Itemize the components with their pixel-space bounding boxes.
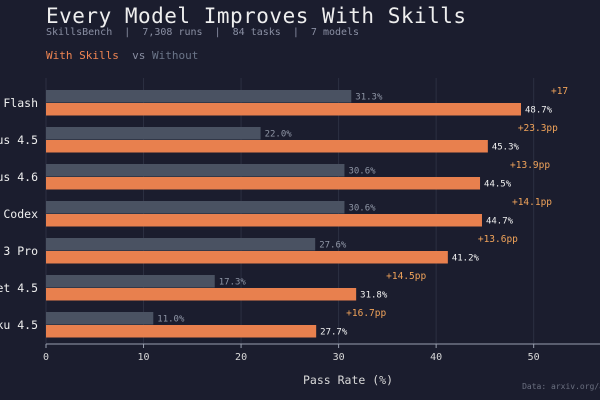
delta-label: +14.5pp <box>386 271 426 282</box>
value-label-with: 31.8% <box>360 291 388 301</box>
category-label: et 4.5 <box>0 281 38 295</box>
x-tick-label: 30 <box>333 352 345 363</box>
bar-without <box>46 238 316 251</box>
x-tick-label: 50 <box>528 352 540 363</box>
legend-without: Without <box>151 49 199 62</box>
x-tick-label: 20 <box>235 352 247 363</box>
bar-without <box>46 201 345 214</box>
category-label: 3 Pro <box>3 244 38 258</box>
value-label-with: 44.7% <box>486 217 514 227</box>
category-label: ku 4.5 <box>0 318 38 332</box>
bar-without <box>46 275 215 288</box>
value-label-without: 11.0% <box>157 315 185 325</box>
x-axis-title: Pass Rate (%) <box>303 373 393 387</box>
value-label-without: 30.6% <box>348 167 376 177</box>
value-label-with: 41.2% <box>452 254 480 264</box>
category-label: Codex <box>3 207 38 221</box>
chart-subtitle: SkillsBench | 7,308 runs | 84 tasks | 7 … <box>46 27 360 38</box>
bar-without <box>46 164 345 177</box>
bar-with-skills <box>46 214 482 227</box>
bar-without <box>46 90 352 103</box>
bar-with-skills <box>46 325 317 338</box>
bar-with-skills <box>46 251 448 264</box>
x-tick-label: 0 <box>43 352 49 363</box>
delta-label: +16.7pp <box>346 308 386 319</box>
value-label-without: 22.0% <box>265 130 293 140</box>
bar-with-skills <box>46 140 488 153</box>
category-label: us 4.6 <box>0 170 38 184</box>
x-tick-label: 10 <box>138 352 150 363</box>
x-tick-label: 40 <box>430 352 442 363</box>
bar-with-skills <box>46 288 357 301</box>
bar-with-skills <box>46 177 481 190</box>
bar-without <box>46 127 261 140</box>
category-label: us 4.5 <box>0 133 38 147</box>
delta-label: +23.3pp <box>518 123 558 134</box>
chart-title: Every Model Improves With Skills <box>46 4 467 28</box>
delta-label: +13.6pp <box>478 234 518 245</box>
value-label-with: 48.7% <box>525 106 553 116</box>
delta-label: +17 <box>551 86 568 97</box>
bar-with-skills <box>46 103 521 116</box>
legend-vs: vs <box>132 49 146 62</box>
value-label-without: 27.6% <box>319 241 347 251</box>
value-label-with: 45.3% <box>492 143 520 153</box>
bar-without <box>46 312 154 325</box>
value-label-without: 31.3% <box>355 93 383 103</box>
value-label-without: 30.6% <box>348 204 376 214</box>
value-label-with: 44.5% <box>484 180 512 190</box>
delta-label: +13.9pp <box>510 160 550 171</box>
source-note: Data: arxiv.org/a <box>522 382 600 391</box>
category-label: Flash <box>3 96 38 110</box>
value-label-without: 17.3% <box>219 278 247 288</box>
delta-label: +14.1pp <box>512 197 552 208</box>
value-label-with: 27.7% <box>320 328 348 338</box>
legend-with-skills: With Skills <box>46 49 119 62</box>
chart-legend: With Skills vs Without <box>46 49 198 62</box>
